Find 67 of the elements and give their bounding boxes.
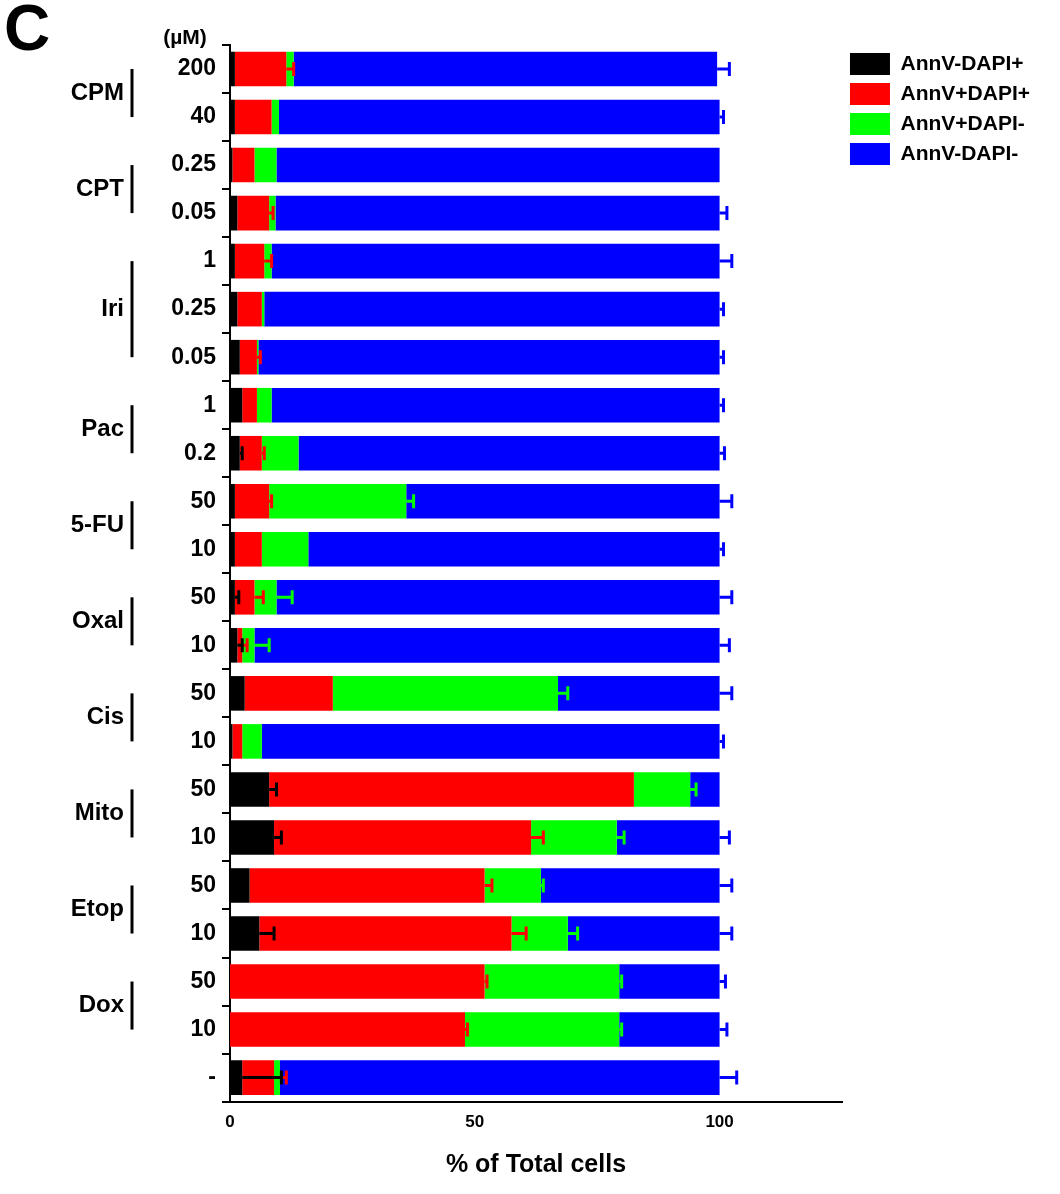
y-tick-label: 0.2 <box>184 438 216 465</box>
y-tick-label: 50 <box>190 966 216 993</box>
y2-tick-label: Etop <box>70 894 124 922</box>
bar <box>230 964 485 999</box>
y-tick-label: 10 <box>190 1014 216 1041</box>
bar <box>269 772 634 807</box>
y-tick-label: 1 <box>203 246 217 273</box>
bar <box>261 532 309 567</box>
y-tick-label: 50 <box>190 582 216 609</box>
bar <box>239 435 262 471</box>
bar <box>234 532 262 567</box>
y-tick-label: 200 <box>177 54 216 81</box>
y-tick-label: - <box>208 1062 216 1089</box>
bar <box>271 99 279 135</box>
y-tick-label: 50 <box>190 870 216 897</box>
y2-tick-label: 5-FU <box>70 509 124 537</box>
y-tick-label: 10 <box>190 918 216 945</box>
y2-tick-label: Mito <box>74 798 124 826</box>
y-tick-label: 0.05 <box>171 198 217 225</box>
bar <box>484 964 620 999</box>
y-tick-label: 0.05 <box>171 342 217 369</box>
text: C <box>4 0 51 64</box>
legend-label: AnnV+DAPI- <box>900 110 1025 134</box>
bar <box>242 1060 275 1095</box>
y2-tick-label: CPT <box>76 173 125 201</box>
y-axis-title: (µM) <box>163 25 207 49</box>
y2-tick-label: CPM <box>70 77 124 105</box>
bar <box>484 868 541 903</box>
y2-tick-label: Oxal <box>71 605 124 633</box>
y-tick-label: 40 <box>190 102 216 129</box>
legend-label: AnnV-DAPI+ <box>900 50 1024 74</box>
legend-label: AnnV+DAPI+ <box>900 80 1030 104</box>
bar <box>244 676 333 711</box>
bar <box>234 483 270 519</box>
bar <box>276 147 720 183</box>
bar <box>242 724 262 759</box>
bar <box>690 772 720 807</box>
bar <box>254 147 277 183</box>
y-tick-label: 1 <box>203 390 217 417</box>
bar <box>242 387 257 423</box>
x-axis-title: % of Total cells <box>445 1148 627 1177</box>
y-tick-label: 50 <box>190 486 216 513</box>
bar <box>274 1060 280 1095</box>
bar <box>465 1012 620 1047</box>
bar <box>232 147 255 183</box>
bar <box>261 435 299 471</box>
x-tick-label: 50 <box>465 1112 485 1132</box>
y2-tick-label: Iri <box>101 293 124 321</box>
y-tick-label: 50 <box>190 774 216 801</box>
y2-tick-label: Pac <box>81 413 124 441</box>
bar <box>256 387 272 423</box>
bar <box>232 724 243 759</box>
y2-tick-label: Cis <box>86 702 124 730</box>
x-tick-label: 0 <box>225 1112 235 1132</box>
y-tick-label: 0.25 <box>171 150 217 177</box>
x-tick-label: 100 <box>705 1112 734 1132</box>
bar <box>230 1012 465 1047</box>
y-tick-label: 10 <box>190 534 216 561</box>
y-tick-label: 50 <box>190 678 216 705</box>
bar <box>234 99 272 135</box>
y-tick-label: 10 <box>190 822 216 849</box>
y-tick-label: 10 <box>190 726 216 753</box>
bar <box>237 291 262 327</box>
y2-tick-label: Dox <box>78 990 125 1018</box>
legend-label: AnnV-DAPI- <box>900 140 1019 164</box>
y-tick-label: 0.25 <box>171 294 217 321</box>
y-tick-label: 10 <box>190 630 216 657</box>
